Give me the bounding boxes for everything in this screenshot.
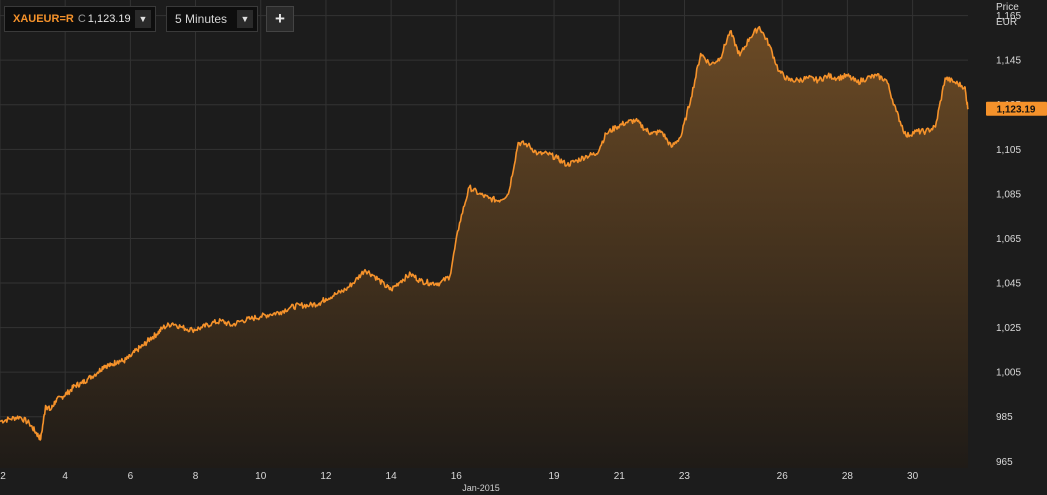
y-axis: Price EUR 965 985 1,005 1,025 1,045 1,065 1,08… bbox=[996, 2, 1021, 468]
interval-selector[interactable]: 5 Minutes ▼ bbox=[166, 6, 258, 32]
chart-toolbar: XAUEUR=R C 1,123.19 ▼ 5 Minutes ▼ + bbox=[0, 0, 980, 40]
x-axis: Jan-2015 2 4 6 8 10 12 14 16 19 21 23 26 28 30 bbox=[0, 471, 918, 493]
x-tick-label: 14 bbox=[386, 471, 398, 482]
y-tick-label: 1,045 bbox=[996, 279, 1021, 290]
x-axis-title: Jan-2015 bbox=[462, 483, 500, 493]
x-tick-label: 16 bbox=[451, 471, 463, 482]
instrument-selector[interactable]: XAUEUR=R C 1,123.19 ▼ bbox=[4, 6, 156, 32]
x-tick-label: 28 bbox=[842, 471, 854, 482]
x-tick-label: 6 bbox=[128, 471, 134, 482]
x-tick-label: 2 bbox=[0, 471, 6, 482]
y-tick-label: 965 bbox=[996, 457, 1013, 468]
chevron-down-icon[interactable]: ▼ bbox=[135, 10, 151, 28]
x-tick-label: 23 bbox=[679, 471, 691, 482]
close-prefix: C bbox=[77, 13, 86, 25]
last-price-tag-box bbox=[986, 101, 1047, 116]
y-tick-label: 1,005 bbox=[996, 368, 1021, 379]
y-tick-label: 1,085 bbox=[996, 189, 1021, 200]
y-axis-title: Price bbox=[996, 2, 1019, 13]
close-value: 1,123.19 bbox=[87, 13, 131, 25]
chevron-down-icon[interactable]: ▼ bbox=[237, 10, 253, 28]
last-price-tag-label: 1,123.19 bbox=[997, 104, 1036, 115]
add-button[interactable]: + bbox=[266, 6, 294, 32]
x-tick-label: 19 bbox=[549, 471, 561, 482]
y-tick-label: 985 bbox=[996, 412, 1013, 423]
x-tick-label: 10 bbox=[255, 471, 267, 482]
price-line[interactable] bbox=[0, 25, 969, 441]
y-tick-label: 1,165 bbox=[996, 11, 1021, 22]
x-tick-label: 26 bbox=[777, 471, 789, 482]
x-tick-label: 8 bbox=[193, 471, 199, 482]
y-axis-currency: EUR bbox=[996, 17, 1017, 28]
y-tick-label: 1,145 bbox=[996, 56, 1021, 67]
x-tick-label: 12 bbox=[320, 471, 332, 482]
y-tick-label: 1,065 bbox=[996, 234, 1021, 245]
instrument-symbol: XAUEUR=R bbox=[13, 13, 74, 25]
price-area bbox=[0, 26, 968, 468]
last-price-tag: 1,123.19 bbox=[986, 101, 1047, 116]
x-tick-label: 30 bbox=[907, 471, 919, 482]
y-tick-label: 1,025 bbox=[996, 323, 1021, 334]
y-tick-label: 1,105 bbox=[996, 145, 1021, 156]
interval-label: 5 Minutes bbox=[175, 12, 228, 26]
x-tick-label: 21 bbox=[614, 471, 626, 482]
x-tick-label: 4 bbox=[62, 471, 68, 482]
plus-icon: + bbox=[275, 9, 285, 28]
